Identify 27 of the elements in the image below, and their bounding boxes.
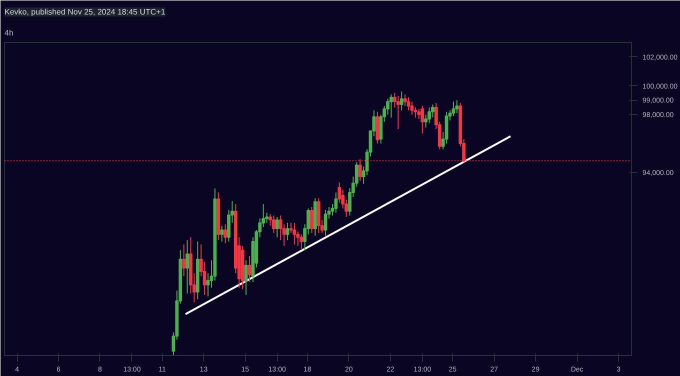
candlestick	[334, 192, 338, 214]
candlestick	[400, 91, 404, 111]
candlestick	[417, 108, 421, 120]
candlestick	[420, 105, 424, 134]
candlestick	[428, 106, 431, 124]
candlestick	[220, 225, 224, 242]
candlestick	[244, 260, 248, 296]
candlestick	[186, 240, 189, 294]
candlestick	[224, 224, 228, 244]
candlestick	[406, 96, 410, 111]
candlestick	[390, 94, 393, 118]
candlestick	[272, 215, 276, 234]
candlestick	[410, 101, 414, 116]
candlestick	[316, 198, 320, 234]
candlestick	[403, 94, 407, 106]
candlestick	[182, 244, 186, 277]
candlestick	[324, 209, 328, 236]
candlestick	[300, 234, 304, 250]
candlestick	[275, 216, 279, 238]
candlestick	[292, 222, 296, 245]
chart-subtitle: 4h	[4, 28, 14, 38]
candlestick	[310, 206, 314, 234]
candlestick	[376, 111, 380, 144]
chart-title: Kevko, published Nov 25, 2024 18:45 UTC+1	[4, 8, 166, 16]
candlestick	[286, 222, 290, 241]
candlestick	[396, 95, 400, 130]
candlestick	[455, 100, 459, 114]
